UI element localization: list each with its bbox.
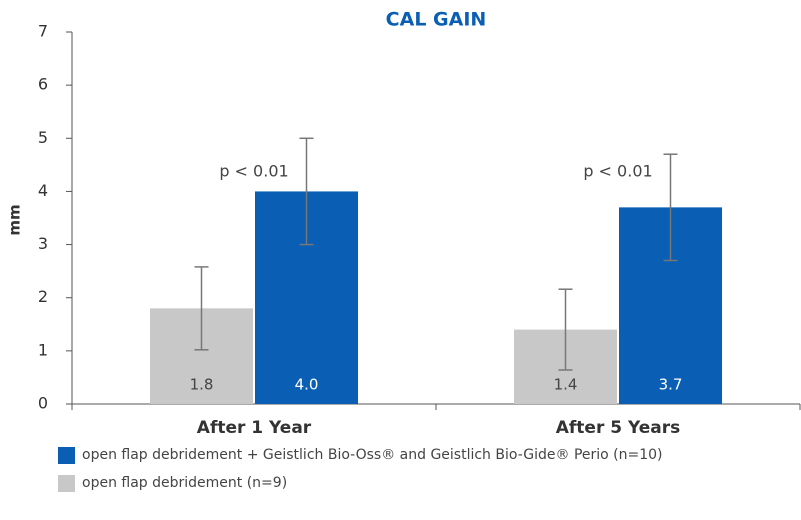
chart-title: CAL GAIN	[386, 9, 487, 31]
legend-swatch	[58, 447, 75, 464]
error-bar	[194, 266, 209, 351]
value-label: 4.0	[295, 376, 319, 394]
legend-label: open flap debridement (n=9)	[82, 475, 287, 491]
error-bar	[558, 288, 573, 371]
y-tick-label: 0	[38, 394, 48, 413]
annotation: p < 0.01	[219, 162, 288, 181]
x-tick-label: After 5 Years	[556, 418, 681, 438]
y-axis-label: mm	[6, 204, 24, 235]
error-bar	[663, 153, 678, 262]
value-label: 3.7	[659, 376, 683, 394]
legend-label: open flap debridement + Geistlich Bio-Os…	[82, 447, 663, 463]
value-label: 1.8	[190, 376, 214, 394]
value-label: 1.4	[554, 376, 578, 394]
y-tick-label: 1	[38, 340, 48, 359]
y-tick-label: 3	[38, 234, 48, 253]
error-bar	[299, 137, 314, 246]
y-tick-label: 6	[38, 75, 48, 94]
y-tick-label: 2	[38, 287, 48, 306]
y-tick-label: 5	[38, 128, 48, 147]
x-tick-label: After 1 Year	[197, 418, 312, 438]
y-tick-label: 7	[38, 22, 48, 41]
annotation: p < 0.01	[583, 162, 652, 181]
legend-swatch	[58, 475, 75, 492]
y-tick-label: 4	[38, 181, 48, 200]
